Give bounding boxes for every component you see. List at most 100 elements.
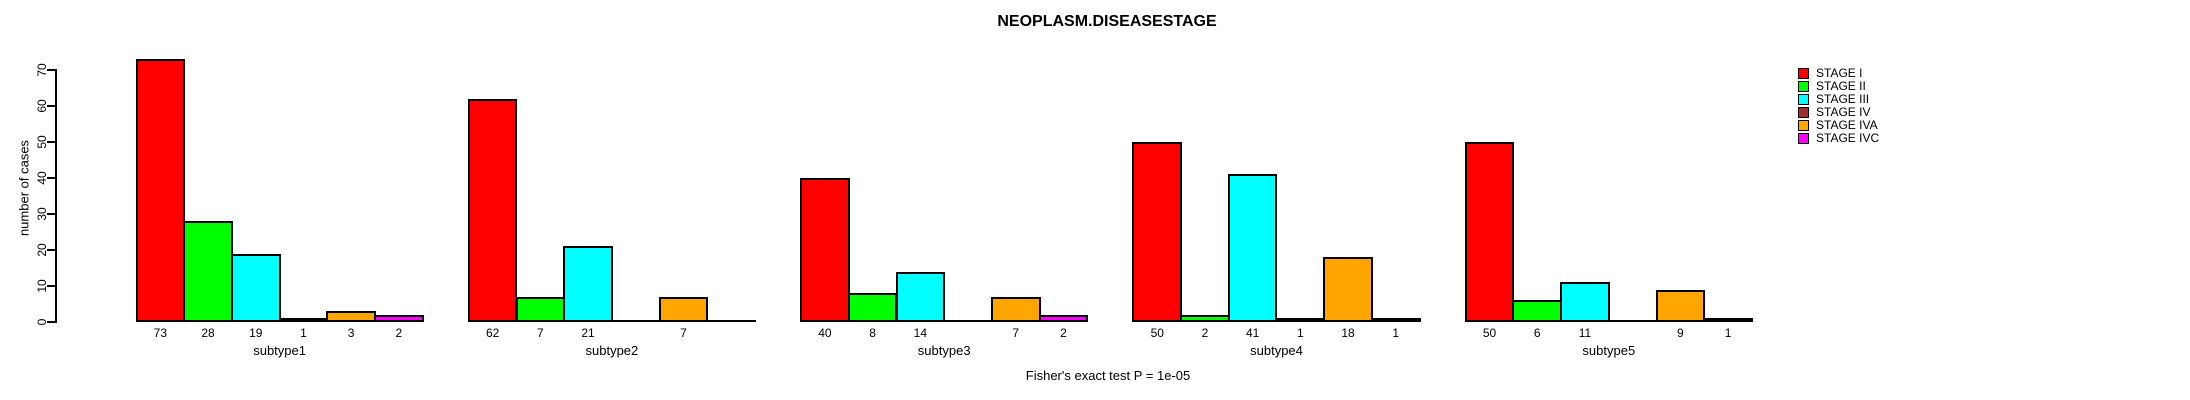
chart-title: NEOPLASM.DISEASESTAGE: [997, 13, 1217, 30]
bar-value-label: 6: [1533, 326, 1541, 340]
legend-swatch-stage-ivc: [1798, 133, 1809, 144]
bar-value-label: 1: [1724, 326, 1732, 340]
bar-value-label: 21: [581, 326, 595, 340]
bar-value-label: 18: [1341, 326, 1355, 340]
y-tick-label: 10: [35, 279, 49, 293]
y-tick: [47, 249, 55, 251]
legend-entry-stage-iv: STAGE IV: [1798, 106, 1870, 119]
bar-stage-ivc-subtype3: [1038, 315, 1089, 322]
y-tick: [47, 213, 55, 215]
y-tick-label: 20: [35, 243, 49, 257]
bar-stage-iii-subtype3: [895, 272, 946, 322]
bar-value-label: 2: [1201, 326, 1209, 340]
category-label-subtype4: subtype4: [1250, 343, 1303, 358]
legend-label-stage-iv: STAGE IV: [1816, 105, 1871, 119]
y-tick-label: 70: [35, 63, 49, 77]
legend-swatch-stage-i: [1798, 68, 1809, 79]
bar-stage-ii-subtype2: [515, 297, 566, 322]
bar-stage-iva-subtype5: [1655, 290, 1706, 322]
bar-stage-ii-subtype1: [183, 221, 233, 322]
legend-label-stage-i: STAGE I: [1816, 66, 1863, 80]
bar-value-label: 7: [680, 326, 687, 340]
legend-swatch-stage-ii: [1798, 81, 1809, 92]
bar-value-label: 62: [485, 326, 500, 340]
bar-stage-iva-subtype2: [658, 297, 709, 322]
legend-entry-stage-i: STAGE I: [1798, 67, 1862, 80]
y-tick-label: 0: [35, 318, 49, 326]
bar-stage-iva-subtype3: [990, 297, 1041, 322]
bar-stage-iii-subtype5: [1560, 282, 1610, 322]
bar-stage-ivc-subtype4: [1370, 318, 1421, 322]
bar-value-label: 3: [347, 326, 355, 340]
bar-stage-iva-subtype4: [1323, 257, 1373, 322]
zero-bar-stage-ivc-subtype2: [706, 320, 756, 322]
bar-value-label: 7: [537, 326, 544, 340]
category-label-subtype5: subtype5: [1582, 343, 1636, 358]
legend-label-stage-ivc: STAGE IVC: [1816, 131, 1880, 145]
bar-value-label: 41: [1245, 326, 1260, 340]
y-tick-label: 30: [35, 207, 49, 221]
bar-stage-i-subtype5: [1464, 142, 1515, 322]
bar-stage-i-subtype2: [467, 99, 518, 322]
bar-stage-i-subtype3: [800, 178, 850, 322]
bar-stage-iv-subtype1: [278, 318, 329, 322]
bar-stage-i-subtype4: [1132, 142, 1183, 322]
bar-value-label: 73: [153, 326, 168, 340]
bar-value-label: 7: [1012, 326, 1020, 340]
bar-stage-ii-subtype5: [1512, 300, 1563, 322]
category-label-subtype1: subtype1: [253, 343, 306, 358]
bar-stage-iv-subtype4: [1275, 318, 1326, 322]
y-tick: [47, 321, 55, 323]
bar-value-label: 1: [1392, 326, 1400, 340]
bar-stage-ivc-subtype5: [1703, 318, 1753, 322]
legend-label-stage-ii: STAGE II: [1816, 79, 1866, 93]
bar-value-label: 8: [869, 326, 876, 340]
bar-value-label: 9: [1677, 326, 1684, 340]
bar-stage-i-subtype1: [135, 59, 186, 322]
legend-swatch-stage-iva: [1798, 120, 1809, 131]
category-label-subtype2: subtype2: [585, 343, 639, 358]
zero-bar-stage-iv-subtype5: [1607, 320, 1658, 322]
bar-stage-ivc-subtype1: [374, 315, 424, 322]
bar-value-label: 1: [1297, 326, 1304, 340]
legend-entry-stage-ii: STAGE II: [1798, 80, 1866, 93]
category-label-subtype3: subtype3: [917, 343, 971, 358]
bar-value-label: 40: [818, 326, 832, 340]
legend-label-stage-iii: STAGE III: [1816, 92, 1870, 106]
legend-label-stage-iva: STAGE IVA: [1816, 118, 1878, 132]
bar-value-label: 2: [395, 326, 403, 340]
bar-value-label: 1: [300, 326, 307, 340]
bar-stage-iva-subtype1: [326, 311, 376, 322]
zero-bar-stage-iv-subtype2: [610, 320, 661, 322]
bar-value-label: 2: [1060, 326, 1067, 340]
bar-value-label: 50: [1482, 326, 1497, 340]
bar-stage-iii-subtype1: [230, 254, 281, 322]
bar-stage-ii-subtype4: [1180, 315, 1230, 322]
bar-value-label: 19: [249, 326, 263, 340]
zero-bar-stage-iv-subtype3: [943, 320, 993, 322]
bar-value-label: 28: [201, 326, 215, 340]
y-axis-line: [55, 69, 57, 323]
bar-value-label: 14: [913, 326, 928, 340]
legend-swatch-stage-iv: [1798, 107, 1809, 118]
legend-swatch-stage-iii: [1798, 94, 1809, 105]
legend-entry-stage-iii: STAGE III: [1798, 93, 1869, 106]
chart-caption: Fisher's exact test P = 1e-05: [1025, 368, 1191, 383]
bar-stage-iii-subtype4: [1227, 174, 1278, 322]
y-axis-label: number of cases: [16, 139, 32, 237]
bar-value-label: 11: [1578, 326, 1592, 340]
y-tick-label: 40: [35, 171, 49, 185]
y-tick: [47, 177, 55, 179]
y-tick-label: 60: [35, 99, 49, 113]
legend-entry-stage-ivc: STAGE IVC: [1798, 132, 1879, 145]
bar-value-label: 50: [1150, 326, 1164, 340]
bar-stage-ii-subtype3: [847, 293, 898, 322]
y-tick: [47, 105, 55, 107]
y-tick: [47, 141, 55, 143]
legend-entry-stage-iva: STAGE IVA: [1798, 119, 1878, 132]
y-tick-label: 50: [35, 135, 49, 149]
y-tick: [47, 285, 55, 287]
y-tick: [47, 69, 55, 71]
bar-stage-iii-subtype2: [563, 246, 613, 322]
